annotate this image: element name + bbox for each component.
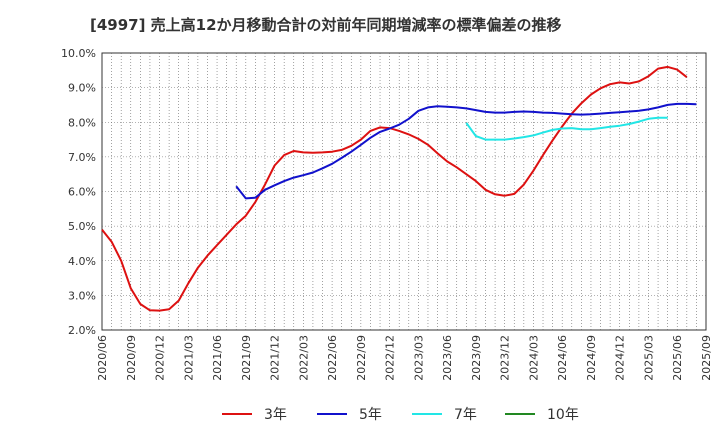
x-tick-label: 2021/09 [240,335,253,381]
y-tick-label: 6.0% [68,186,96,199]
x-tick-label: 2022/12 [384,335,397,381]
x-tick-label: 2021/03 [182,335,195,381]
y-tick-label: 3.0% [68,289,96,302]
y-tick-label: 4.0% [68,255,96,268]
series-line-3年 [101,65,688,312]
x-tick-label: 2020/06 [96,335,109,381]
y-tick-label: 10.0% [61,47,96,60]
x-tick-label: 2024/03 [527,335,540,381]
y-tick-label: 7.0% [68,151,96,164]
x-tick-label: 2025/09 [700,335,713,381]
series-line-7年 [465,116,668,141]
x-tick-label: 2020/09 [125,335,138,381]
x-tick-label: 2022/03 [297,335,310,381]
x-tick-label: 2024/12 [614,335,627,381]
y-tick-label: 2.0% [68,324,96,337]
x-tick-label: 2021/06 [211,335,224,381]
x-tick-label: 2023/09 [470,335,483,381]
y-tick-label: 8.0% [68,116,96,129]
legend-label: 10年 [547,407,579,423]
x-tick-label: 2024/06 [556,335,569,381]
x-tick-label: 2023/03 [412,335,425,381]
legend-label: 5年 [359,407,382,423]
x-tick-label: 2025/06 [671,335,684,381]
series-line-5年 [235,102,697,200]
x-tick-label: 2021/12 [269,335,282,381]
plot-area [101,52,707,331]
x-tick-label: 2023/06 [441,335,454,381]
x-axis: 2020/06 2020/09 2020/12 2021/03 2021/06 2021/… [96,335,713,381]
y-tick-label: 5.0% [68,220,96,233]
x-tick-label: 2022/09 [355,335,368,381]
x-tick-label: 2022/06 [326,335,339,381]
series-lines [101,65,697,312]
y-axis: 10.0% 9.0% 8.0% 7.0% 6.0% 5.0% 4.0% 3.0% 2.0% [61,47,96,337]
chart-title: [4997] 売上高12か月移動合計の対前年同期増減率の標準偏差の推移 [90,16,562,34]
legend: 3年 5年 7年 10年 [222,407,579,423]
x-tick-label: 2023/12 [499,335,512,381]
plot-border [101,52,707,331]
x-tick-label: 2025/03 [642,335,655,381]
y-tick-label: 9.0% [68,82,96,95]
x-tick-label: 2024/09 [585,335,598,381]
legend-label: 3年 [264,407,287,423]
legend-label: 7年 [454,407,477,423]
x-tick-label: 2020/12 [154,335,167,381]
